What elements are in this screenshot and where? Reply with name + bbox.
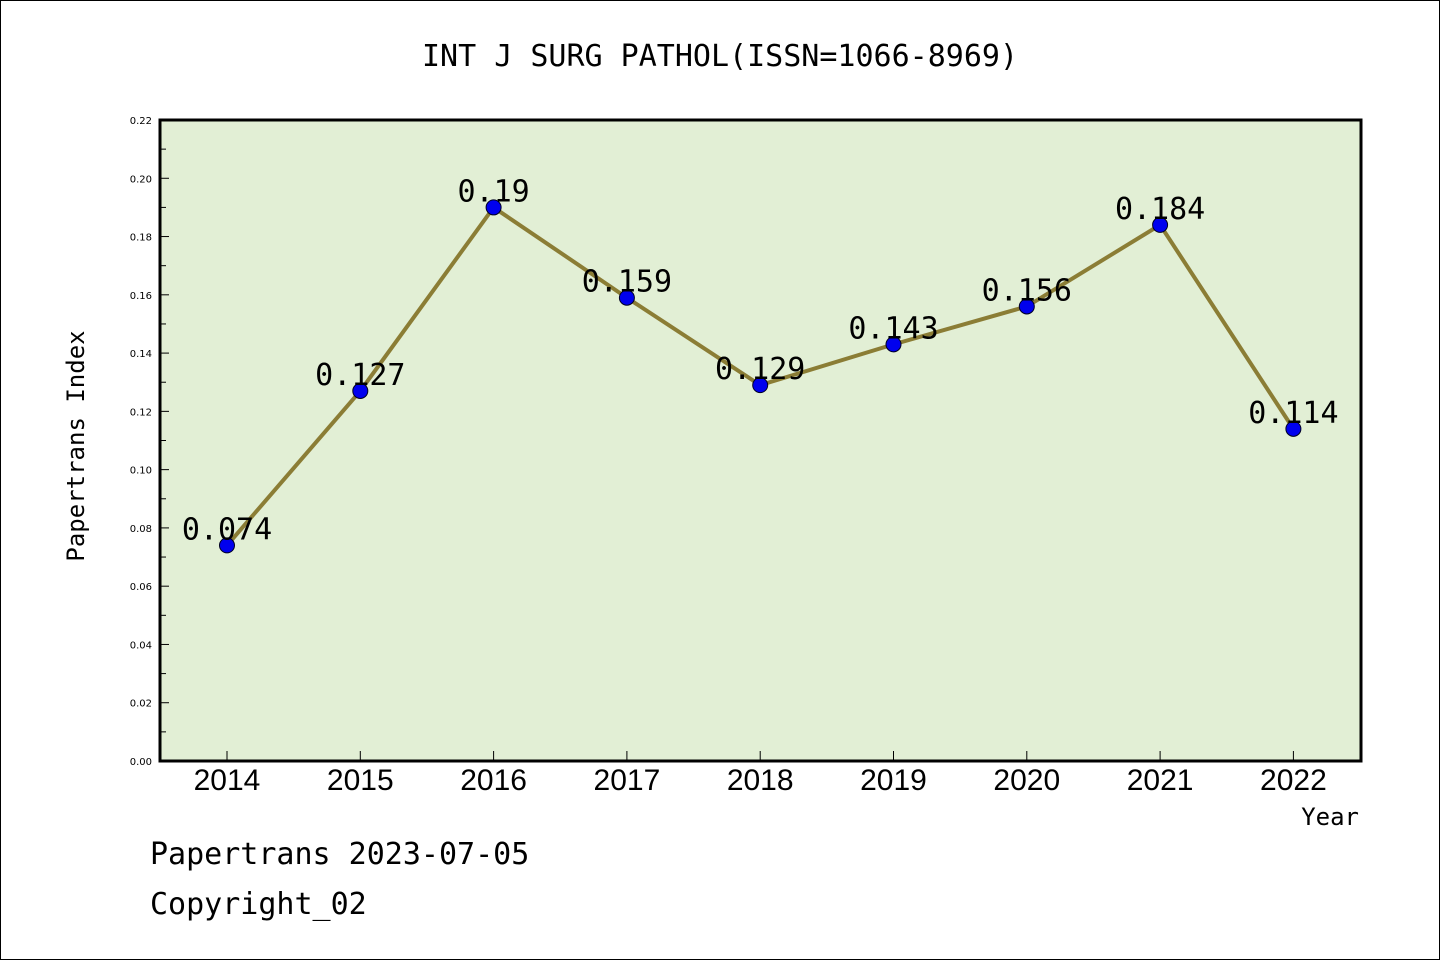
data-label: 0.143 <box>848 311 938 346</box>
footer-copyright: Copyright_02 <box>150 887 367 922</box>
data-point <box>352 382 369 399</box>
series <box>219 199 1302 554</box>
y-axis-label: Papertrans Index <box>62 330 90 561</box>
data-point <box>618 289 635 306</box>
x-tick-label: 2020 <box>993 764 1060 797</box>
data-point <box>1018 298 1035 315</box>
y-tick-label: 0.00 <box>130 757 152 768</box>
data-label: 0.184 <box>1115 192 1205 227</box>
x-tick-label: 2018 <box>727 764 794 797</box>
data-label: 0.19 <box>457 174 529 209</box>
data-label: 0.129 <box>715 352 805 387</box>
data-labels: 0.074 0.127 0.19 0.159 0.129 0.143 0.156 0.184 0… <box>182 174 1339 547</box>
y-tick-label: 0.20 <box>130 174 152 185</box>
data-point <box>485 199 502 216</box>
x-axis: 2014 2015 2016 2017 2018 2019 2020 2021 2022 <box>194 751 1327 797</box>
data-label: 0.074 <box>182 512 272 547</box>
x-tick-label: 2017 <box>594 764 661 797</box>
y-tick-label: 0.18 <box>130 233 152 244</box>
y-tick-label: 0.04 <box>130 640 152 651</box>
x-tick-label: 2022 <box>1260 764 1327 797</box>
y-tick-label: 0.14 <box>130 349 152 360</box>
y-axis: 0.00 0.02 0.04 0.06 0.08 0.10 0.12 0.14 0.16 0.18… <box>130 116 169 768</box>
x-axis-label: Year <box>1301 803 1359 831</box>
x-tick-label: 2014 <box>194 764 261 797</box>
data-label: 0.156 <box>982 273 1072 308</box>
data-label: 0.114 <box>1248 396 1338 431</box>
y-tick-label: 0.02 <box>130 699 152 710</box>
y-tick-label: 0.22 <box>130 116 152 127</box>
x-tick-label: 2016 <box>460 764 527 797</box>
y-tick-label: 0.10 <box>130 466 152 477</box>
y-tick-label: 0.12 <box>130 407 152 418</box>
y-tick-label: 0.16 <box>130 291 152 302</box>
y-tick-label: 0.08 <box>130 524 152 535</box>
y-tick-label: 0.06 <box>130 582 152 593</box>
data-label: 0.159 <box>582 265 672 300</box>
data-point <box>1285 420 1302 437</box>
footer-date: Papertrans 2023-07-05 <box>150 837 529 872</box>
data-point <box>752 377 769 394</box>
data-point <box>1152 216 1169 233</box>
data-point <box>219 537 235 554</box>
x-tick-label: 2019 <box>860 764 927 797</box>
x-tick-label: 2015 <box>327 764 394 797</box>
data-point <box>885 336 902 353</box>
x-tick-label: 2021 <box>1127 764 1194 797</box>
data-label: 0.127 <box>315 358 405 393</box>
chart-title: INT J SURG PATHOL(ISSN=1066-8969) <box>422 39 1018 74</box>
